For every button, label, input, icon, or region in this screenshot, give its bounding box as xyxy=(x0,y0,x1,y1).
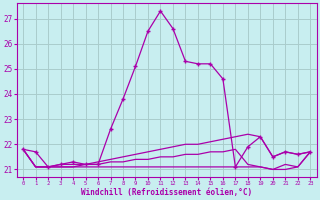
X-axis label: Windchill (Refroidissement éolien,°C): Windchill (Refroidissement éolien,°C) xyxy=(81,188,252,197)
